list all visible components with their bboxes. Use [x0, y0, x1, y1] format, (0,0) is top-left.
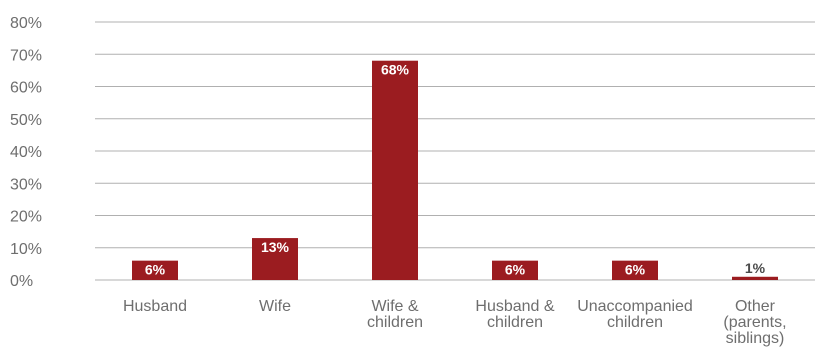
- data-label: 6%: [145, 262, 166, 278]
- y-tick-label: 0%: [10, 273, 33, 290]
- data-label: 1%: [745, 260, 766, 276]
- data-label: 13%: [261, 239, 290, 255]
- bar: [612, 260, 658, 280]
- x-tick-label: Other (parents, siblings): [723, 298, 786, 347]
- x-tick-label: Unaccompanied children: [577, 298, 693, 331]
- bar: [492, 260, 538, 280]
- data-label: 68%: [381, 62, 410, 78]
- bar: [132, 260, 178, 280]
- y-axis: 0% 10% 20% 30% 40% 50% 60% 70% 80%: [10, 15, 42, 290]
- bar: [372, 60, 418, 281]
- y-tick-label: 80%: [10, 15, 42, 32]
- x-tick-label: Wife: [259, 298, 291, 315]
- data-label: 6%: [625, 262, 646, 278]
- bars: [132, 60, 778, 281]
- data-label: 6%: [505, 262, 526, 278]
- data-labels: 6% 13% 68% 6% 6% 1%: [145, 62, 766, 278]
- y-tick-label: 20%: [10, 209, 42, 226]
- bar: [252, 238, 298, 280]
- bar: [732, 276, 778, 280]
- gridlines: [95, 21, 815, 281]
- x-tick-label: Husband & children: [475, 298, 554, 331]
- x-tick-label: Wife & children: [367, 298, 423, 331]
- y-tick-label: 30%: [10, 176, 42, 193]
- y-tick-label: 10%: [10, 241, 42, 258]
- y-tick-label: 60%: [10, 80, 42, 97]
- x-axis: Husband Wife Wife & children Husband & childr…: [123, 298, 787, 347]
- x-tick-label: Husband: [123, 298, 187, 315]
- y-tick-label: 50%: [10, 112, 42, 129]
- y-tick-label: 70%: [10, 47, 42, 64]
- y-tick-label: 40%: [10, 144, 42, 161]
